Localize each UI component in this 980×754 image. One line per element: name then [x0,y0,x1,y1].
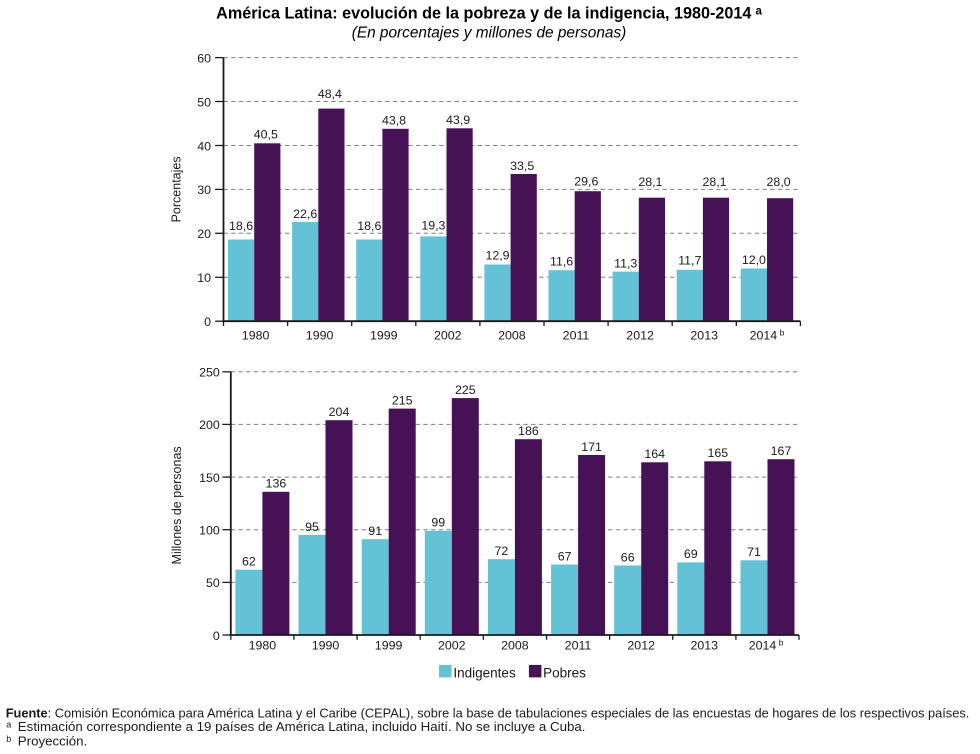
svg-text:1990: 1990 [312,639,340,653]
svg-text:20: 20 [197,227,211,241]
svg-text:18,6: 18,6 [229,219,253,233]
svg-text:2013: 2013 [690,328,718,342]
svg-text:33,5: 33,5 [510,159,534,173]
svg-text:22,6: 22,6 [293,207,317,221]
svg-text:43,8: 43,8 [382,113,406,127]
svg-text:Indigentes: Indigentes [453,665,516,680]
svg-text:2012: 2012 [626,328,654,342]
svg-text:165: 165 [707,446,728,460]
svg-text:50: 50 [206,576,220,590]
svg-text:(En porcentajes y millones de: (En porcentajes y millones de personas) [352,24,627,41]
svg-text:11,6: 11,6 [550,254,573,268]
svg-text:Porcentajes: Porcentajes [170,156,184,222]
svg-text:1999: 1999 [370,328,398,342]
svg-text:2011: 2011 [563,328,590,342]
svg-text:2008: 2008 [501,639,529,653]
svg-text:71: 71 [747,545,761,559]
svg-text:0: 0 [213,629,220,643]
svg-text:99: 99 [431,516,445,530]
svg-text:250: 250 [199,366,220,380]
svg-text:136: 136 [266,477,287,491]
svg-text:72: 72 [495,544,509,558]
svg-text:30: 30 [197,183,211,197]
svg-text:11,3: 11,3 [614,257,637,271]
svg-text:171: 171 [581,440,602,454]
svg-text:204: 204 [329,405,350,419]
svg-text:43,9: 43,9 [446,113,470,127]
svg-text:1980: 1980 [249,639,277,653]
svg-text:48,4: 48,4 [318,87,342,101]
svg-text:28,1: 28,1 [702,175,726,189]
svg-text:66: 66 [621,550,635,564]
svg-text:91: 91 [368,524,382,538]
svg-text:18,6: 18,6 [357,219,381,233]
svg-text:0: 0 [204,315,211,329]
svg-text:40,5: 40,5 [254,128,278,142]
svg-text:60: 60 [197,51,211,65]
svg-text:215: 215 [392,393,413,407]
svg-text:Pobres: Pobres [543,665,586,680]
svg-text:69: 69 [684,547,698,561]
svg-text:186: 186 [518,424,539,438]
svg-text:1980: 1980 [242,328,270,342]
svg-text:225: 225 [455,383,476,397]
svg-text:12,9: 12,9 [485,248,509,262]
svg-text:62: 62 [242,555,256,569]
svg-text:50: 50 [197,95,211,109]
svg-text:19,3: 19,3 [421,219,445,233]
svg-text:10: 10 [197,271,211,285]
svg-text:Millones de personas: Millones de personas [170,446,184,564]
svg-text:2012: 2012 [627,639,655,653]
svg-text:2013: 2013 [691,639,719,653]
svg-text:1990: 1990 [306,328,334,342]
svg-text:2002: 2002 [434,328,462,342]
svg-text:1999: 1999 [375,639,403,653]
svg-text:12,0: 12,0 [742,253,766,267]
svg-text:América Latina: evolución de l: América Latina: evolución de la pobreza … [216,4,762,22]
svg-text:200: 200 [199,418,220,432]
svg-text:164: 164 [644,447,665,461]
svg-text:11,7: 11,7 [678,254,701,268]
svg-text:67: 67 [558,549,572,563]
svg-text:95: 95 [305,520,319,534]
svg-text:28,0: 28,0 [767,175,791,189]
svg-text:2002: 2002 [438,639,466,653]
svg-text:2008: 2008 [498,328,526,342]
svg-text:150: 150 [199,471,220,485]
svg-text:28,1: 28,1 [638,175,662,189]
svg-text:Fuente: Comisión Económica par: Fuente: Comisión Económica para América … [6,705,970,720]
svg-text:40: 40 [197,139,211,153]
svg-text:2011: 2011 [565,639,592,653]
svg-text:100: 100 [199,524,220,538]
svg-text:29,6: 29,6 [574,175,598,189]
svg-text:167: 167 [771,444,792,458]
